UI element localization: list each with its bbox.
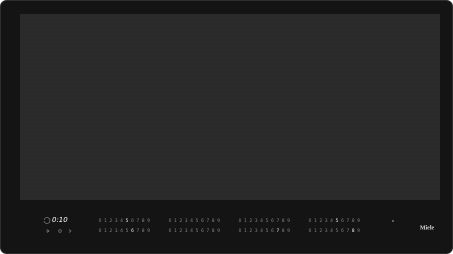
power-level-digit[interactable]: 5 [266,218,269,223]
power-level-digit[interactable]: 0 [99,228,102,233]
power-level-digit[interactable]: 6 [201,218,204,223]
power-level-digit[interactable]: 7 [346,228,349,233]
power-level-digit[interactable]: 8 [282,218,285,223]
power-level-digit[interactable]: 7 [206,228,209,233]
power-level-digit[interactable]: 9 [147,228,150,233]
power-level-digit[interactable]: 7 [206,218,209,223]
power-level-digit[interactable]: 5 [336,218,339,223]
cooking-area [20,14,440,200]
cooktop: 0:10 Miele 01234567890123456789012345678… [0,0,453,254]
timer: 0:10 [52,216,68,224]
power-level-digit[interactable]: 9 [217,228,220,233]
power-level-digit[interactable]: 0 [309,218,312,223]
power-level-digit[interactable]: 0 [99,218,102,223]
power-level-digit[interactable]: 2 [249,228,252,233]
power-level-digit[interactable]: 3 [115,218,118,223]
power-level-digit[interactable]: 1 [244,218,247,223]
power-level-digit[interactable]: 4 [260,228,263,233]
power-level-digit[interactable]: 8 [212,228,215,233]
power-level-digit[interactable]: 6 [271,228,274,233]
power-level-digit[interactable]: 3 [325,228,328,233]
power-level-digit[interactable]: 4 [330,228,333,233]
power-level-digit[interactable]: 8 [142,228,145,233]
power-level-digit[interactable]: 2 [179,228,182,233]
power-level-digit[interactable]: 8 [212,218,215,223]
power-level-digit[interactable]: 5 [196,218,199,223]
power-level-digit[interactable]: 6 [201,228,204,233]
power-level-digit[interactable]: 4 [120,218,123,223]
power-level-digit[interactable]: 9 [357,228,360,233]
power-level-digit[interactable]: 1 [174,218,177,223]
page: 0:10 Miele 01234567890123456789012345678… [0,0,453,254]
power-level-digit[interactable]: 9 [357,218,360,223]
power-level-digit[interactable]: 4 [260,218,263,223]
power-level-digit[interactable]: 6 [131,228,134,233]
power-level-digit[interactable]: 3 [185,228,188,233]
power-level-digit[interactable]: 2 [319,228,322,233]
power-level-digit[interactable]: 8 [352,228,355,233]
power-level-digit[interactable]: 4 [190,228,193,233]
power-level-digit[interactable]: 5 [266,228,269,233]
brand-logo: Miele [420,225,435,231]
power-level-digit[interactable]: 6 [271,218,274,223]
power-level-digit[interactable]: 1 [104,218,107,223]
power-level-digit[interactable]: 0 [239,228,242,233]
power-level-digit[interactable]: 4 [120,228,123,233]
power-level-digit[interactable]: 7 [136,228,139,233]
power-level-digit[interactable]: 1 [244,228,247,233]
power-level-digit[interactable]: 0 [169,218,172,223]
power-level-digit[interactable]: 6 [131,218,134,223]
power-level-digit[interactable]: 1 [314,228,317,233]
power-level-digit[interactable]: 3 [255,228,258,233]
power-level-digit[interactable]: 1 [174,228,177,233]
power-level-digit[interactable]: 2 [319,218,322,223]
power-level-digit[interactable]: 9 [147,218,150,223]
power-level-digit[interactable]: 7 [276,228,279,233]
power-level-digit[interactable]: 6 [341,218,344,223]
power-level-digit[interactable]: 7 [346,218,349,223]
power-level-digit[interactable]: 9 [217,218,220,223]
power-level-digit[interactable]: 2 [179,218,182,223]
power-level-digit[interactable]: 3 [255,218,258,223]
power-level-digit[interactable]: 8 [352,218,355,223]
power-level-digit[interactable]: 9 [287,218,290,223]
power-level-digit[interactable]: 4 [330,218,333,223]
indicator [392,220,394,222]
power-level-digit[interactable]: 5 [336,228,339,233]
power-level-digit[interactable]: 4 [190,218,193,223]
power-level-digit[interactable]: 0 [239,218,242,223]
power-level-digit[interactable]: 8 [282,228,285,233]
power-level-digit[interactable]: 3 [185,218,188,223]
power-level-digit[interactable]: 7 [276,218,279,223]
power-level-digit[interactable]: 9 [287,228,290,233]
power-level-digit[interactable]: 0 [309,228,312,233]
power-level-digit[interactable]: 2 [109,218,112,223]
power-level-digit[interactable]: 2 [249,218,252,223]
power-level-digit[interactable]: 3 [115,228,118,233]
power-level-digit[interactable]: 1 [104,228,107,233]
power-level-digit[interactable]: 3 [325,218,328,223]
power-level-digit[interactable]: 5 [196,228,199,233]
power-level-digit[interactable]: 7 [136,218,139,223]
power-level-digit[interactable]: 6 [341,228,344,233]
power-level-digit[interactable]: 1 [314,218,317,223]
power-level-digit[interactable]: 5 [126,228,129,233]
power-level-digit[interactable]: 5 [126,218,129,223]
power-level-digit[interactable]: 2 [109,228,112,233]
power-level-digit[interactable]: 8 [142,218,145,223]
power-level-digit[interactable]: 0 [169,228,172,233]
